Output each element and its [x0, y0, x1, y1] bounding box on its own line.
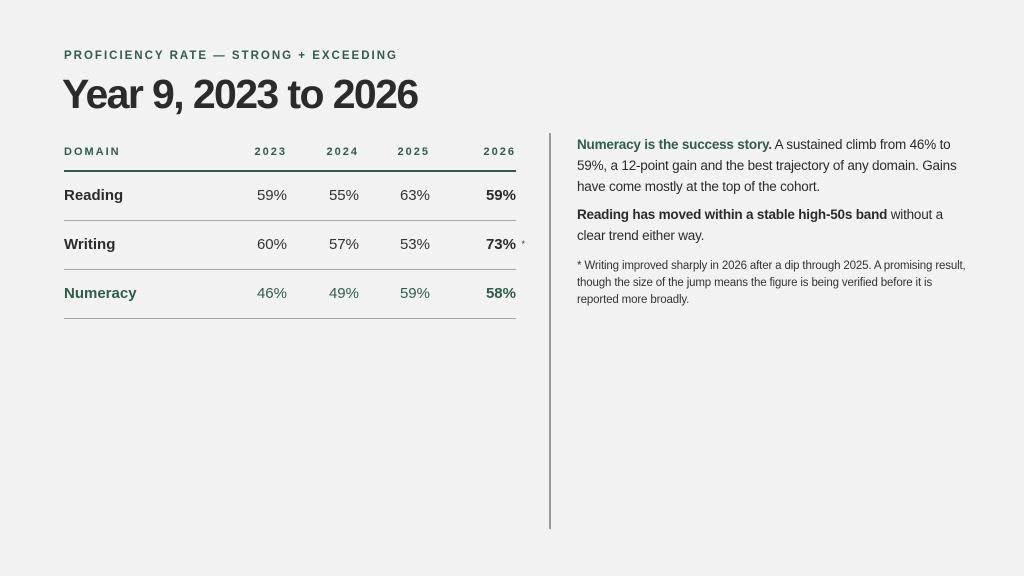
proficiency-table: DOMAIN 2023 2024 2025 2026 Reading 59% 5… — [64, 138, 525, 319]
reading-body: without a clear trend either way. — [577, 207, 943, 243]
domain-name: Reading — [64, 187, 124, 204]
page-title: Year 9, 2023 to 2026 — [62, 71, 419, 117]
value-2025: 59% — [399, 285, 430, 302]
footnote-marker: * — [521, 239, 525, 249]
commentary-reading: Reading has moved within a stable high-5… — [577, 204, 967, 246]
value-2024: 55% — [328, 187, 359, 204]
domain-name: Numeracy — [64, 285, 137, 302]
domain-name: Writing — [64, 236, 116, 253]
table-row-writing: Writing 60% 57% 53% 73% * — [64, 221, 525, 270]
table-header: DOMAIN 2023 2024 2025 2026 — [64, 138, 516, 172]
commentary-panel: Numeracy is the success story. A sustain… — [577, 134, 967, 309]
value-2026: 59% — [485, 187, 516, 204]
value-2026: 58% — [485, 285, 516, 302]
header-2024: 2024 — [326, 146, 359, 158]
header-2023: 2023 — [254, 146, 287, 158]
value-2024: 49% — [328, 285, 359, 302]
value-2023: 59% — [256, 187, 287, 204]
vertical-divider — [549, 133, 551, 529]
numeracy-lead: Numeracy is the success story. — [577, 137, 772, 152]
header-domain: DOMAIN — [64, 146, 121, 158]
reading-lead: Reading has moved within a stable high-5… — [577, 207, 888, 222]
commentary-numeracy: Numeracy is the success story. A sustain… — [577, 134, 967, 197]
value-2026: 73% — [485, 236, 516, 253]
table-row-reading: Reading 59% 55% 63% 59% — [64, 172, 516, 221]
table-row-numeracy: Numeracy 46% 49% 59% 58% — [64, 270, 516, 319]
value-2026-cell: 73% * — [485, 236, 525, 253]
value-2024: 57% — [328, 236, 359, 253]
header-2026: 2026 — [483, 146, 516, 158]
value-2025: 63% — [399, 187, 430, 204]
value-2025: 53% — [399, 236, 430, 253]
footnote: * Writing improved sharply in 2026 after… — [577, 260, 966, 306]
eyebrow-label: PROFICIENCY RATE — STRONG + EXCEEDING — [64, 50, 398, 62]
value-2023: 60% — [256, 236, 287, 253]
numeracy-body: A sustained climb from 46% to 59%, a 12-… — [577, 137, 957, 194]
value-2023: 46% — [256, 285, 287, 302]
header-2025: 2025 — [397, 146, 430, 158]
